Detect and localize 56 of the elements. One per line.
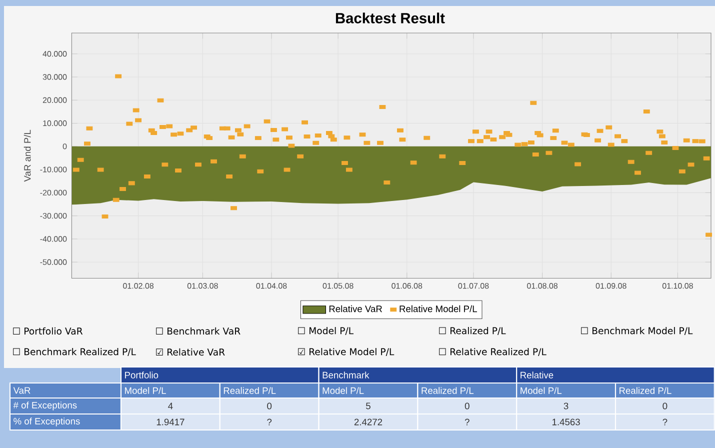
text: Benchmark [322, 372, 370, 378]
y-tick-label: 0 [62, 144, 67, 150]
x-tick-label: 01.04.08 [256, 283, 287, 289]
y-tick-label: -40.000 [40, 236, 67, 242]
text: Portfolio [125, 372, 158, 378]
x-tick-label: 01.08.08 [527, 283, 558, 289]
text: 4 [168, 402, 173, 410]
text: ☐ Relative Realized P/L [439, 348, 546, 356]
text: Model P/L [520, 387, 562, 394]
x-tick-label: 01.09.08 [596, 283, 626, 289]
y-tick-label: 30.000 [42, 74, 67, 80]
text: 0 [267, 402, 272, 410]
text: 5 [366, 402, 370, 410]
chart-title: Backtest Result [336, 12, 445, 24]
y-tick-label: -50.000 [40, 259, 67, 265]
y-tick-label: 20.000 [42, 97, 67, 103]
text: ☐ Portfolio VaR [13, 327, 83, 335]
text: % of Exceptions [14, 418, 80, 426]
legend-label: Relative VaR [329, 305, 382, 312]
text: ☐ Benchmark Model P/L [581, 327, 693, 335]
legend-label: Relative Model P/L [400, 305, 477, 312]
text: Realized P/L [620, 387, 672, 394]
x-tick-label: 01.06.08 [392, 283, 422, 289]
text: 1.4563 [552, 418, 580, 426]
text: ☑ Relative VaR [156, 348, 225, 356]
y-tick-label: -10.000 [40, 166, 67, 172]
text: Realized P/L [224, 387, 276, 394]
text: Relative [520, 372, 554, 378]
x-tick-label: 01.10.08 [662, 283, 693, 289]
text: ☐ Benchmark VaR [156, 327, 240, 335]
text: 2.4272 [354, 418, 382, 426]
text: Realized P/L [422, 387, 474, 394]
text: ☐ Realized P/L [439, 327, 506, 335]
text: ? [662, 418, 668, 426]
text: ☐ Model P/L [298, 327, 354, 335]
text: Model P/L [322, 387, 364, 394]
x-tick-label: 01.07.08 [458, 283, 489, 289]
y-tick-label: -20.000 [40, 190, 67, 196]
x-tick-label: 01.03.08 [187, 283, 218, 289]
y-tick-label: -30.000 [40, 212, 67, 219]
text: # of Exceptions [13, 402, 77, 410]
text: 0 [662, 402, 668, 410]
text: ? [464, 418, 470, 426]
y-tick-label: 10.000 [43, 120, 67, 126]
y-axis-title: VaR and P/L [24, 130, 31, 182]
text: ☐ Benchmark Realized P/L [13, 348, 136, 356]
x-tick-label: 01.05.08 [322, 283, 354, 289]
text: ? [267, 418, 272, 426]
y-tick-label: 40.000 [42, 51, 67, 57]
text: VaR [13, 387, 30, 394]
text: Model P/L [125, 387, 166, 394]
text: 0 [464, 402, 470, 410]
text: 3 [564, 402, 568, 410]
text: 1.9417 [156, 418, 184, 426]
x-tick-label: 01.02.08 [123, 283, 154, 289]
text: ☑ Relative Model P/L [298, 348, 394, 356]
